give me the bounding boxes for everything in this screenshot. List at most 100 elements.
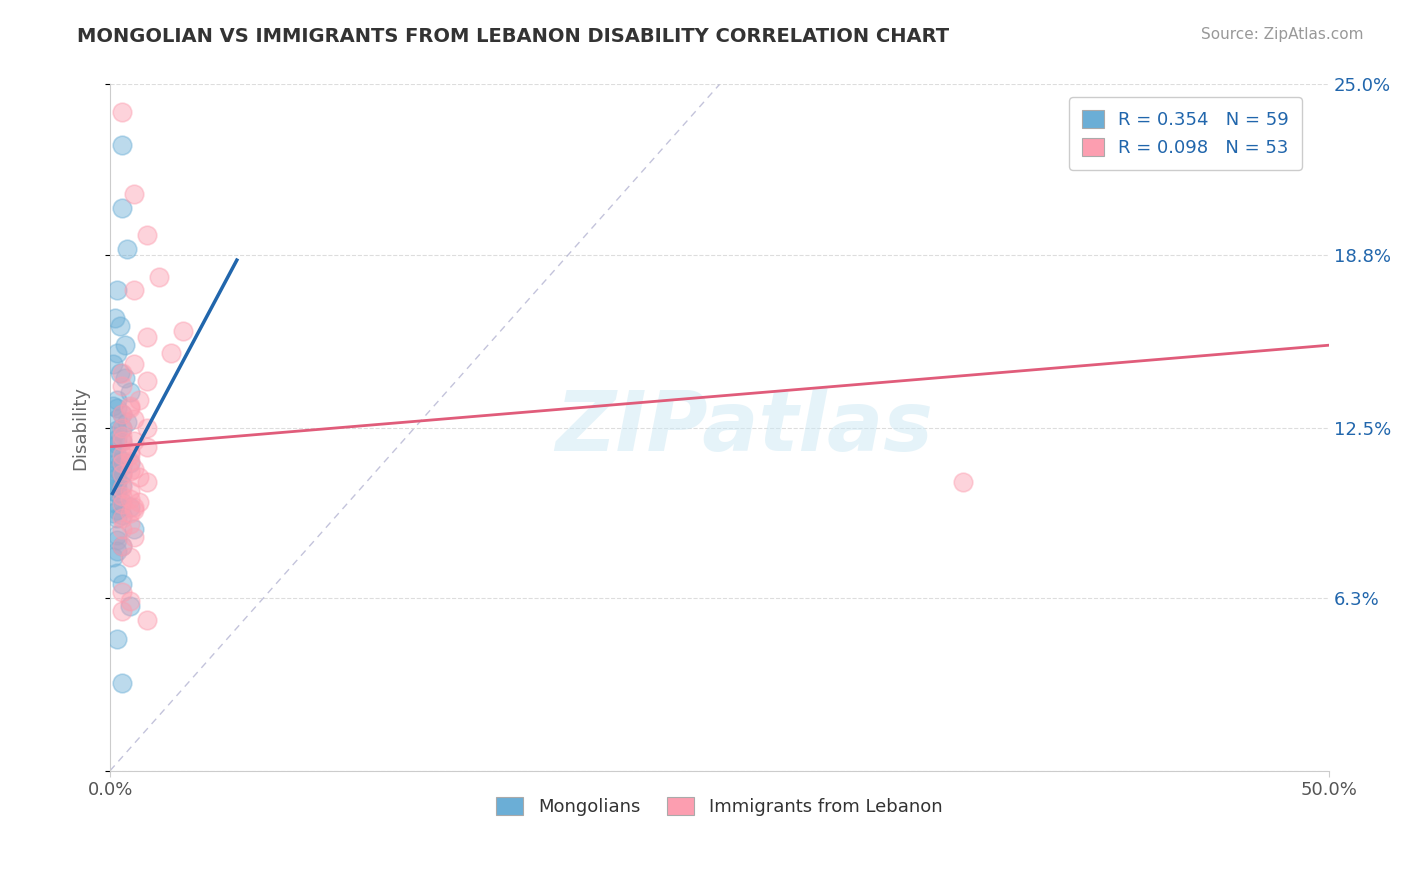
- Point: [172, 325, 194, 339]
- Point: [111, 453, 134, 467]
- Point: [118, 500, 141, 515]
- Y-axis label: Disability: Disability: [72, 385, 89, 469]
- Point: [124, 283, 146, 297]
- Point: [105, 437, 128, 451]
- Point: [111, 605, 134, 619]
- Point: [111, 434, 134, 449]
- Point: [105, 393, 128, 408]
- Point: [118, 593, 141, 607]
- Point: [111, 407, 134, 421]
- Point: [135, 613, 157, 627]
- Point: [124, 503, 146, 517]
- Point: [115, 242, 138, 256]
- Point: [111, 379, 134, 393]
- Point: [118, 399, 141, 413]
- Point: [105, 544, 128, 558]
- Point: [111, 407, 134, 421]
- Point: [101, 506, 124, 520]
- Point: [105, 456, 128, 470]
- Point: [111, 481, 134, 495]
- Point: [105, 470, 128, 484]
- Point: [124, 187, 146, 202]
- Point: [135, 228, 157, 243]
- Point: [105, 566, 128, 580]
- Point: [118, 516, 141, 531]
- Point: [111, 104, 134, 119]
- Point: [124, 500, 146, 515]
- Point: [118, 599, 141, 613]
- Point: [111, 676, 134, 690]
- Point: [105, 423, 128, 437]
- Point: [160, 346, 183, 360]
- Point: [148, 269, 170, 284]
- Point: [115, 415, 138, 429]
- Point: [105, 412, 128, 426]
- Point: [118, 445, 141, 459]
- Point: [111, 498, 134, 512]
- Point: [104, 310, 127, 325]
- Point: [101, 549, 124, 564]
- Point: [124, 412, 146, 426]
- Point: [111, 539, 134, 553]
- Text: MONGOLIAN VS IMMIGRANTS FROM LEBANON DISABILITY CORRELATION CHART: MONGOLIAN VS IMMIGRANTS FROM LEBANON DIS…: [77, 27, 949, 45]
- Point: [128, 470, 150, 484]
- Point: [124, 530, 146, 544]
- Point: [105, 346, 128, 360]
- Point: [111, 467, 134, 482]
- Point: [101, 465, 124, 479]
- Point: [111, 539, 134, 553]
- Point: [128, 494, 150, 508]
- Point: [118, 465, 141, 479]
- Point: [101, 399, 124, 413]
- Point: [105, 498, 128, 512]
- Point: [105, 432, 128, 446]
- Point: [105, 511, 128, 525]
- Point: [105, 401, 128, 416]
- Point: [111, 429, 134, 443]
- Point: [108, 318, 131, 333]
- Point: [111, 585, 134, 599]
- Point: [124, 358, 146, 372]
- Point: [118, 549, 141, 564]
- Point: [101, 473, 124, 487]
- Point: [111, 434, 134, 449]
- Text: ZIPatlas: ZIPatlas: [555, 387, 932, 468]
- Point: [118, 384, 141, 399]
- Point: [118, 506, 141, 520]
- Point: [118, 401, 141, 416]
- Point: [105, 503, 128, 517]
- Point: [118, 491, 141, 506]
- Point: [111, 458, 134, 473]
- Point: [111, 201, 134, 215]
- Point: [105, 527, 128, 541]
- Point: [135, 330, 157, 344]
- Point: [101, 429, 124, 443]
- Point: [101, 358, 124, 372]
- Point: [118, 483, 141, 498]
- Point: [114, 371, 136, 385]
- Point: [111, 494, 134, 508]
- Point: [101, 483, 124, 498]
- Point: [135, 475, 157, 490]
- Point: [124, 522, 146, 536]
- Point: [111, 489, 134, 503]
- Point: [118, 453, 141, 467]
- Point: [105, 486, 128, 500]
- Point: [105, 533, 128, 548]
- Point: [101, 440, 124, 454]
- Point: [135, 440, 157, 454]
- Point: [135, 374, 157, 388]
- Text: Source: ZipAtlas.com: Source: ZipAtlas.com: [1201, 27, 1364, 42]
- Point: [111, 522, 134, 536]
- Point: [135, 420, 157, 434]
- Point: [105, 461, 128, 475]
- Point: [952, 475, 974, 490]
- Point: [118, 448, 141, 462]
- Point: [111, 420, 134, 434]
- Point: [118, 456, 141, 470]
- Point: [111, 508, 134, 523]
- Point: [111, 420, 134, 434]
- Point: [111, 478, 134, 492]
- Point: [124, 461, 146, 475]
- Point: [108, 366, 131, 380]
